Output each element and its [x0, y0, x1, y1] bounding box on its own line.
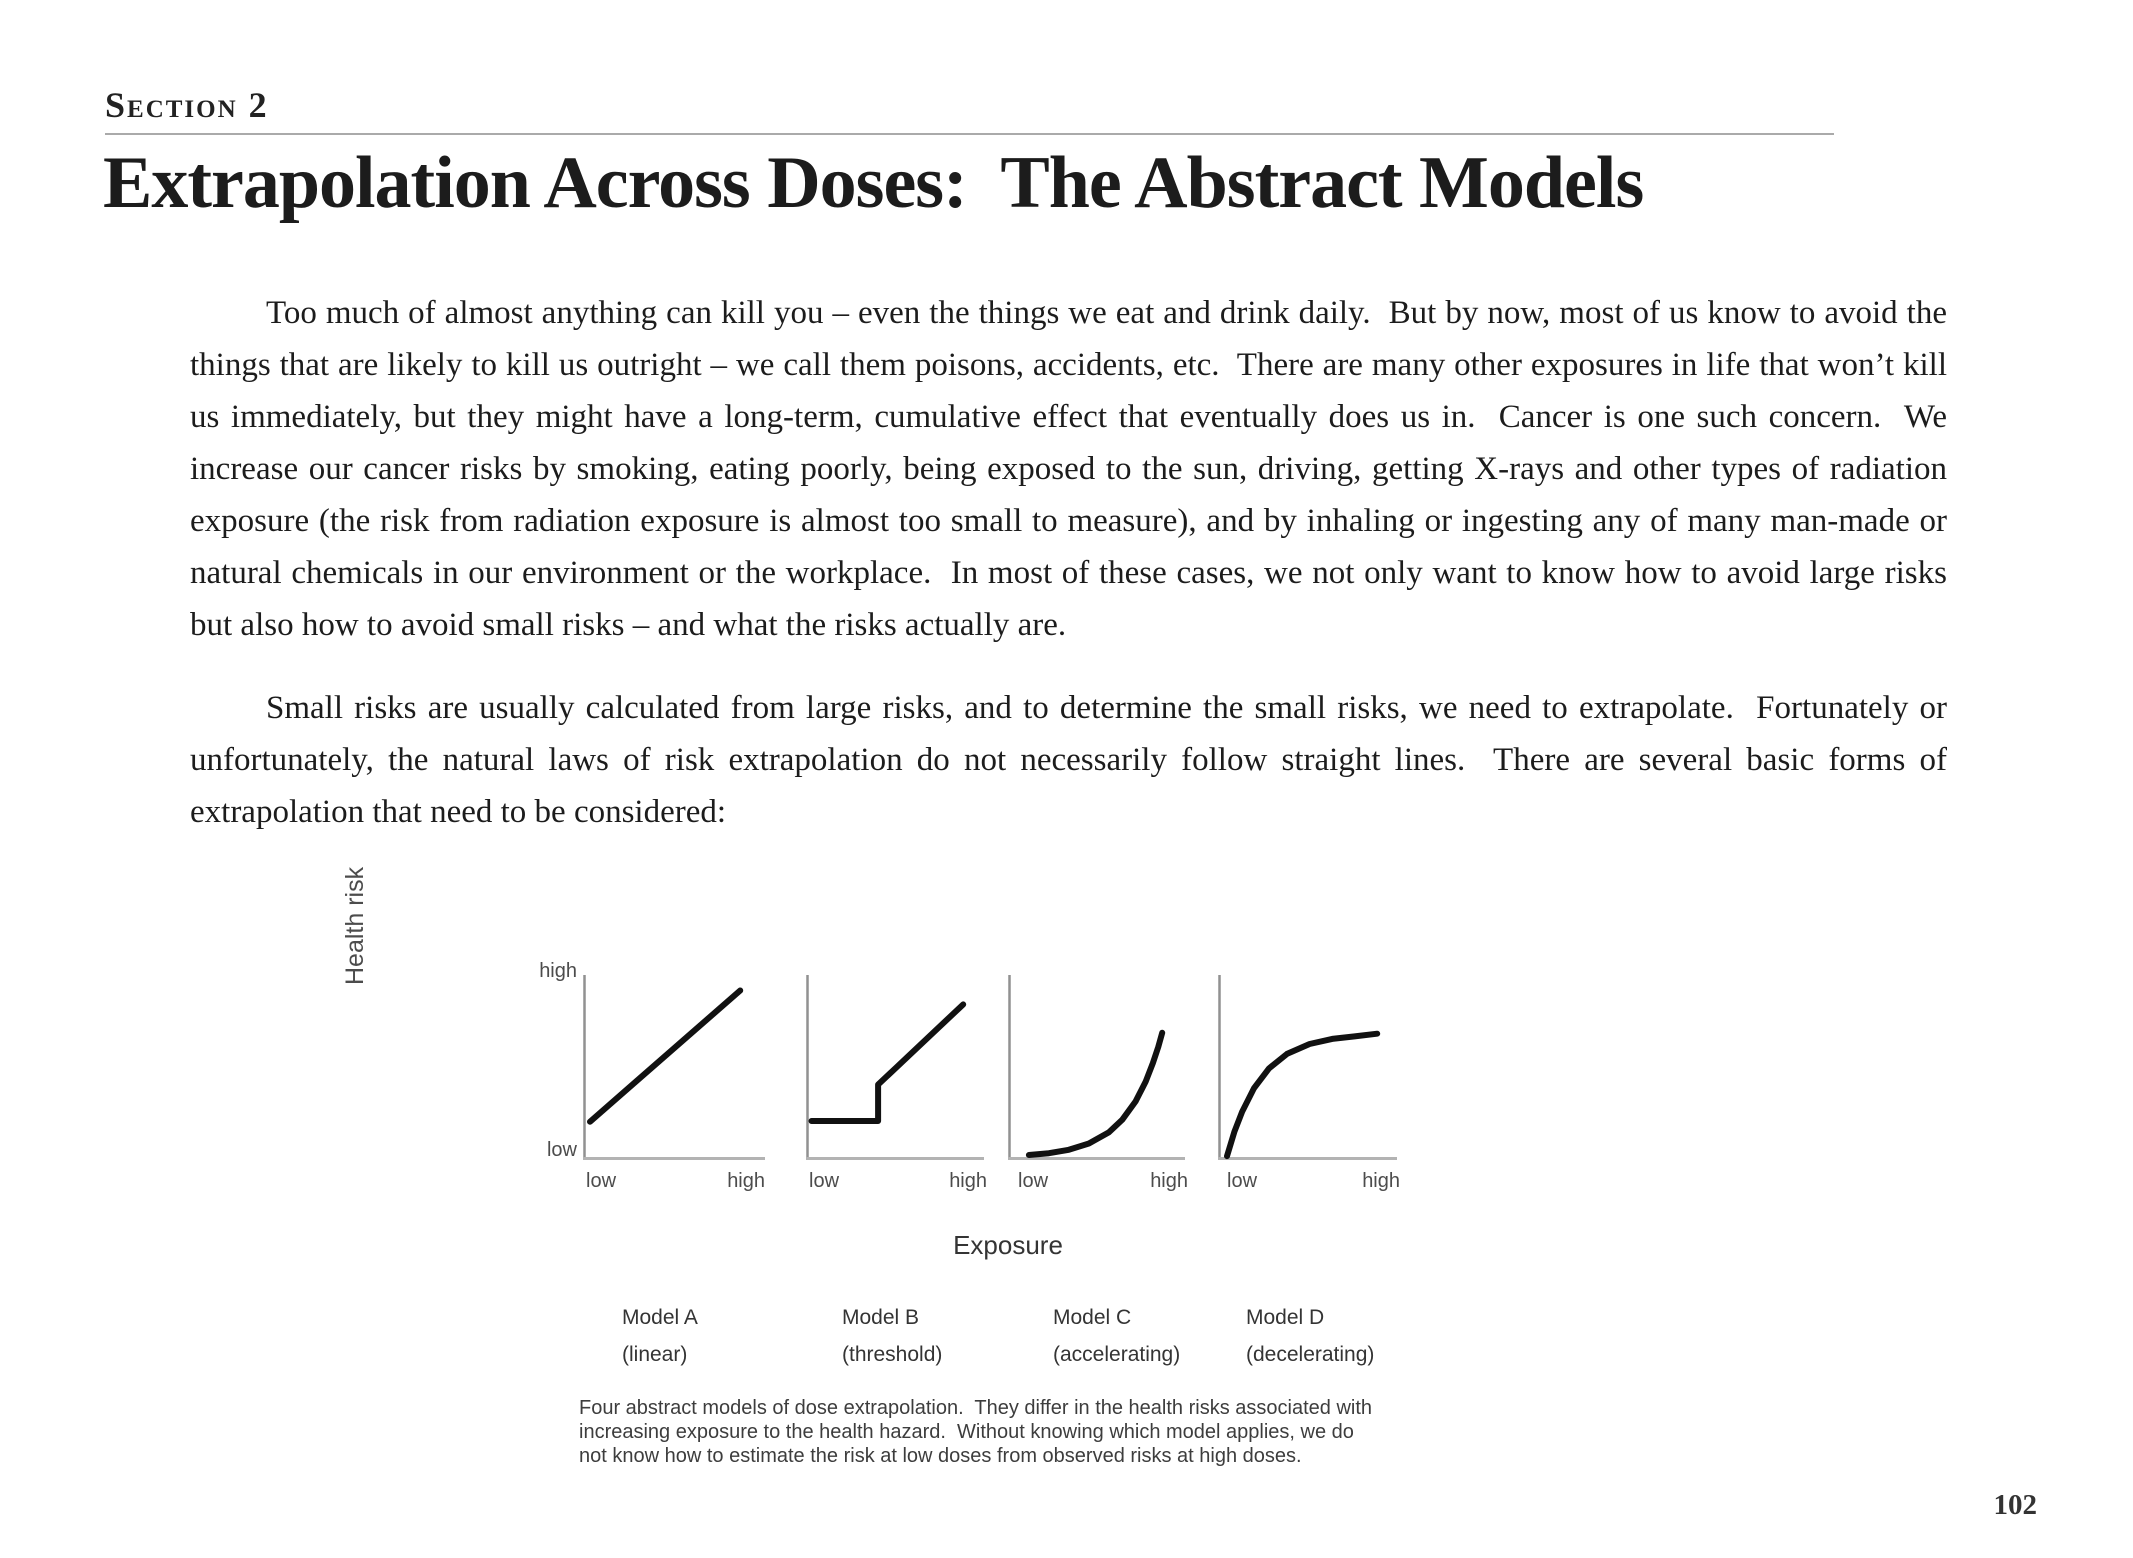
model-c-form: (accelerating): [1053, 1343, 1181, 1366]
section-label: Section 2: [105, 85, 269, 125]
paragraph-1: Too much of almost anything can kill you…: [190, 295, 1956, 643]
chart-a-x-tick-high: high: [727, 1170, 765, 1192]
chart-d-x-tick-high: high: [1362, 1170, 1400, 1192]
model-d-form: (decelerating): [1246, 1343, 1375, 1366]
model-d-label: Model D (decelerating): [1246, 1299, 1374, 1373]
figure-caption: Four abstract models of dose extrapolati…: [579, 1397, 1373, 1467]
chart-b-x-tick-high: high: [949, 1170, 987, 1192]
page-title: Extrapolation Across Doses: The Abstract…: [103, 142, 1644, 224]
chart-d-x-tick-low: low: [1227, 1170, 1258, 1192]
model-b-label: Model B (threshold): [842, 1299, 942, 1373]
body-text: Too much of almost anything can kill you…: [190, 287, 1947, 869]
model-a-label: Model A (linear): [622, 1299, 698, 1373]
model-d-chart: [1218, 973, 1397, 1161]
model-a-chart: [583, 973, 765, 1161]
model-b-form: (threshold): [842, 1343, 943, 1366]
header-rule: [105, 133, 1834, 135]
model-d-name: Model D: [1246, 1306, 1325, 1329]
page-number: 102: [1993, 1489, 2038, 1521]
model-c-label: Model C (accelerating): [1053, 1299, 1180, 1373]
chart-a-x-tick-low: low: [586, 1170, 617, 1192]
chart-c-x-tick-low: low: [1018, 1170, 1049, 1192]
y-tick-low: low: [546, 1139, 577, 1161]
chart-b-x-tick-low: low: [809, 1170, 840, 1192]
y-axis-title: Health risk: [341, 866, 369, 985]
model-a-form: (linear): [622, 1343, 688, 1366]
model-c-chart: [1008, 973, 1185, 1161]
x-axis-title: Exposure: [953, 1230, 1063, 1260]
model-a-name: Model A: [622, 1306, 698, 1329]
model-c-name: Model C: [1053, 1306, 1132, 1329]
y-tick-high: high: [539, 960, 577, 982]
model-b-name: Model B: [842, 1306, 920, 1329]
paragraph-2: Small risks are usually calculated from …: [190, 690, 1956, 830]
chart-c-x-tick-high: high: [1150, 1170, 1188, 1192]
model-b-chart: [806, 973, 984, 1161]
